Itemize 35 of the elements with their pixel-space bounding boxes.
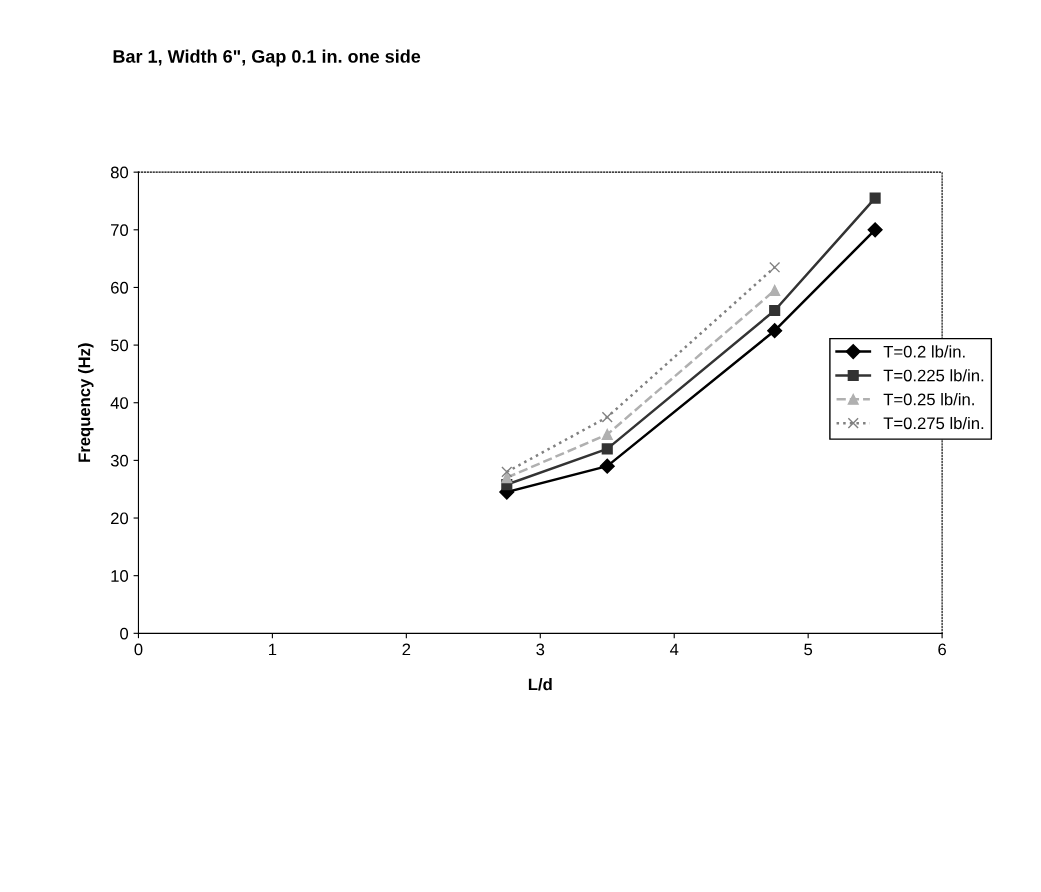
y-tick-label: 80 (110, 166, 129, 179)
y-tick-label: 20 (111, 512, 129, 525)
point (501, 472, 513, 484)
x-tick-label: 2 (402, 643, 411, 656)
y-tick-label: 10 (111, 570, 129, 582)
x-tick-label: 0 (134, 643, 143, 656)
y-axis-title: Frequency (Hz) (77, 343, 94, 462)
point (869, 192, 881, 204)
point (767, 323, 783, 339)
point (769, 304, 781, 317)
y-tick-label: 50 (110, 339, 129, 352)
legend-label: T=0.25 lb/in. (883, 393, 974, 406)
x-tick-label: 4 (669, 643, 679, 656)
legend-label: T=0.2 lb/in. (883, 345, 965, 358)
legend-label: T=0.225 lb/in. (883, 369, 984, 382)
x-tick-label: 1 (269, 643, 277, 656)
y-tick-label: 70 (111, 224, 129, 236)
point (769, 261, 781, 273)
point (867, 222, 883, 238)
point (501, 466, 513, 478)
legend-label: T=0.275 lb/in. (883, 416, 984, 430)
x-tick-label: 3 (536, 643, 545, 656)
point (601, 428, 613, 440)
x-tick-label: 6 (938, 643, 947, 656)
y-tick-label: 40 (110, 397, 129, 409)
y-tick-label: 0 (120, 627, 129, 640)
point (601, 443, 613, 455)
x-axis-title: L/d (528, 678, 552, 691)
point (769, 284, 781, 296)
point (601, 411, 613, 423)
y-tick-label: 30 (110, 454, 129, 467)
chart-title: Bar 1, Width 6", Gap 0.1 in. one side (113, 49, 421, 67)
x-tick-label: 5 (804, 643, 813, 656)
y-tick-label: 60 (111, 281, 129, 294)
point (599, 458, 615, 474)
